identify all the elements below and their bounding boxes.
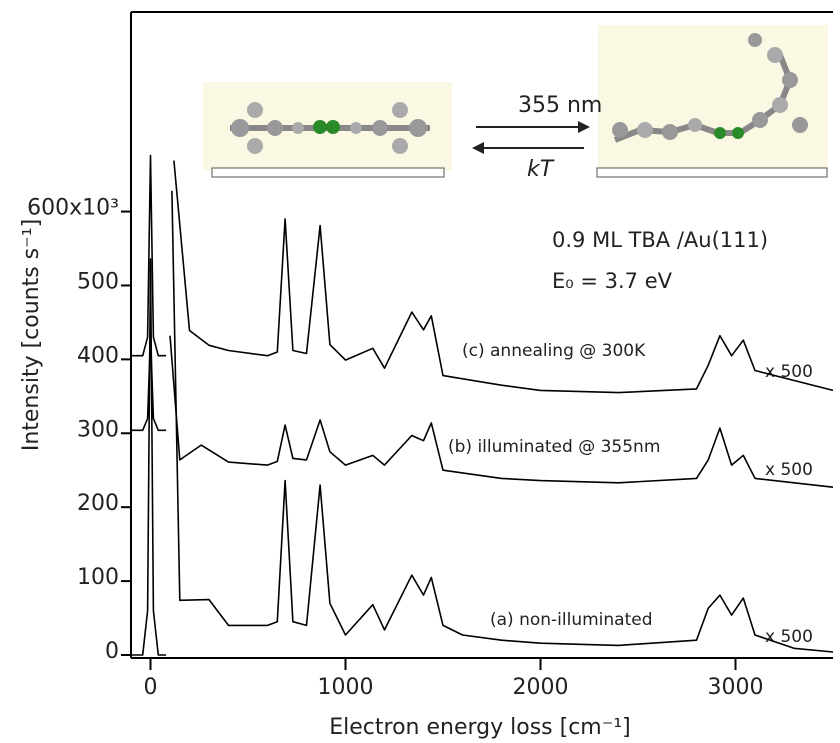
annotation: 355 nm (518, 93, 602, 118)
x-tick-label: 1000 (318, 675, 374, 700)
y-tick-label: 400 (77, 343, 119, 368)
y-tick-label: 500 (77, 269, 119, 294)
x-tick-label: 3000 (708, 675, 764, 700)
y-tick-label: 200 (77, 491, 119, 516)
reaction-arrows (472, 121, 590, 154)
molecule-left (203, 82, 452, 177)
y-tick-label: 600x10³ (27, 196, 119, 221)
x-tick-label: 0 (144, 675, 158, 700)
y-tick-label: 0 (105, 639, 119, 664)
annotation: x 500 (765, 460, 813, 480)
x-axis-label: Electron energy loss [cm⁻¹] (329, 715, 631, 740)
y-tick-label: 300 (77, 417, 119, 442)
y-axis-label: Intensity [counts s⁻¹] (19, 219, 44, 451)
annotation: (a) non-illuminated (490, 610, 653, 630)
x-tick-label: 2000 (513, 675, 569, 700)
annotation: kT (527, 157, 555, 182)
annotation: x 500 (765, 627, 813, 647)
annotation: (b) illuminated @ 355nm (448, 437, 660, 457)
molecule-right (597, 25, 828, 177)
y-tick-label: 100 (77, 565, 119, 590)
annotation: E₀ = 3.7 eV (552, 269, 673, 293)
spectrum-line (131, 191, 833, 655)
annotation: (c) annealing @ 300K (462, 341, 646, 361)
annotation: 0.9 ML TBA /Au(111) (552, 228, 768, 252)
chart: 355 nm kT 0.9 ML TBA /Au(111) E₀ = 3.7 e… (0, 0, 840, 743)
